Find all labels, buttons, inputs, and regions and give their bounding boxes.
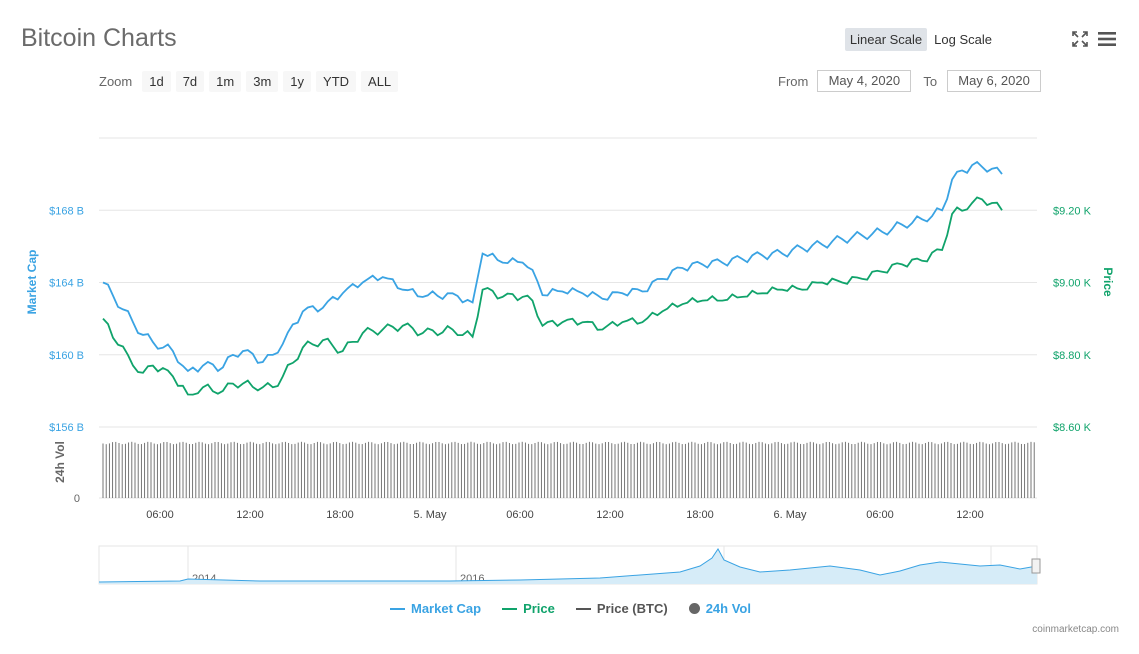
x-axis-tick: 5. May — [413, 509, 447, 521]
credit-text: coinmarketcap.com — [1032, 624, 1119, 635]
x-axis-tick: 18:00 — [686, 509, 714, 521]
left-axis-title: Market Cap — [25, 250, 39, 315]
legend-label: Price — [523, 601, 555, 616]
x-axis-tick: 12:00 — [956, 509, 984, 521]
legend-label: Price (BTC) — [596, 601, 668, 616]
expand-icon[interactable] — [1072, 31, 1088, 47]
volume-axis-tick: 0 — [74, 493, 80, 505]
legend-line-swatch — [575, 607, 591, 610]
x-axis-tick: 06:00 — [506, 509, 534, 521]
legend-24h-vol[interactable]: 24h Vol — [688, 601, 751, 616]
x-axis-tick: 12:00 — [236, 509, 264, 521]
x-axis-tick: 12:00 — [596, 509, 624, 521]
zoom-7d-button[interactable]: 7d — [175, 71, 205, 92]
scale-toggle: Linear Scale Log Scale — [844, 28, 997, 51]
left-axis-tick: $168 B — [49, 205, 84, 217]
navigator-frame — [98, 545, 1038, 585]
navigator-year-label: 2018 — [728, 573, 752, 585]
legend-market-cap[interactable]: Market Cap — [390, 601, 481, 616]
zoom-1d-button[interactable]: 1d — [142, 71, 171, 92]
zoom-label: Zoom — [99, 74, 133, 89]
right-axis-tick: $9.20 K — [1053, 205, 1092, 217]
left-axis-tick: $160 B — [49, 350, 84, 362]
page-title: Bitcoin Charts — [21, 24, 177, 52]
zoom-3m-button[interactable]: 3m — [246, 71, 279, 92]
zoom-ytd-button[interactable]: YTD — [316, 71, 357, 92]
legend-price[interactable]: Price — [502, 601, 555, 616]
left-axis-tick: $156 B — [49, 422, 84, 434]
hamburger-menu-icon[interactable] — [1098, 32, 1116, 46]
price-series-line — [102, 196, 1003, 396]
date-range: From May 4, 2020 To May 6, 2020 — [778, 70, 1051, 92]
navigator-handle — [1031, 558, 1041, 574]
navigator-year-label: 2020 — [995, 573, 1019, 585]
log-scale-button[interactable]: Log Scale — [934, 32, 992, 47]
x-axis-tick: 06:00 — [146, 509, 174, 521]
linear-scale-button[interactable]: Linear Scale — [844, 28, 928, 51]
zoom-1m-button[interactable]: 1m — [209, 71, 242, 92]
market-cap-series-line — [102, 160, 1003, 373]
legend-dot-swatch — [688, 603, 700, 614]
volume-axis-title: 24h Vol — [53, 441, 67, 483]
right-axis-tick: $8.80 K — [1053, 350, 1092, 362]
navigator-year-label: 2014 — [192, 573, 216, 585]
from-date-input[interactable]: May 4, 2020 — [817, 70, 912, 92]
x-axis-tick: 06:00 — [866, 509, 894, 521]
to-date-input[interactable]: May 6, 2020 — [947, 70, 1042, 92]
chart-legend: Market Cap Price Price (BTC) 24h Vol — [390, 601, 751, 616]
legend-price-btc[interactable]: Price (BTC) — [575, 601, 668, 616]
navigator-area — [99, 549, 1037, 584]
x-axis-tick: 6. May — [773, 509, 807, 521]
legend-label: 24h Vol — [705, 601, 751, 616]
right-axis-tick: $8.60 K — [1053, 422, 1092, 434]
from-label: From — [778, 73, 809, 89]
left-axis-tick: $164 B — [49, 278, 84, 290]
navigator-year-label: 2016 — [460, 573, 484, 585]
zoom-all-button[interactable]: ALL — [361, 71, 399, 92]
zoom-controls: Zoom 1d 7d 1m 3m 1y YTD ALL — [99, 71, 399, 92]
to-label: To — [923, 73, 938, 89]
right-axis-title: Price — [1101, 267, 1115, 297]
navigator-line — [98, 548, 1038, 583]
x-axis-tick: 18:00 — [326, 509, 354, 521]
right-axis-tick: $9.00 K — [1053, 278, 1092, 290]
legend-label: Market Cap — [411, 601, 482, 616]
zoom-1y-button[interactable]: 1y — [283, 71, 312, 92]
legend-line-swatch — [390, 607, 405, 610]
legend-line-swatch — [502, 607, 518, 610]
